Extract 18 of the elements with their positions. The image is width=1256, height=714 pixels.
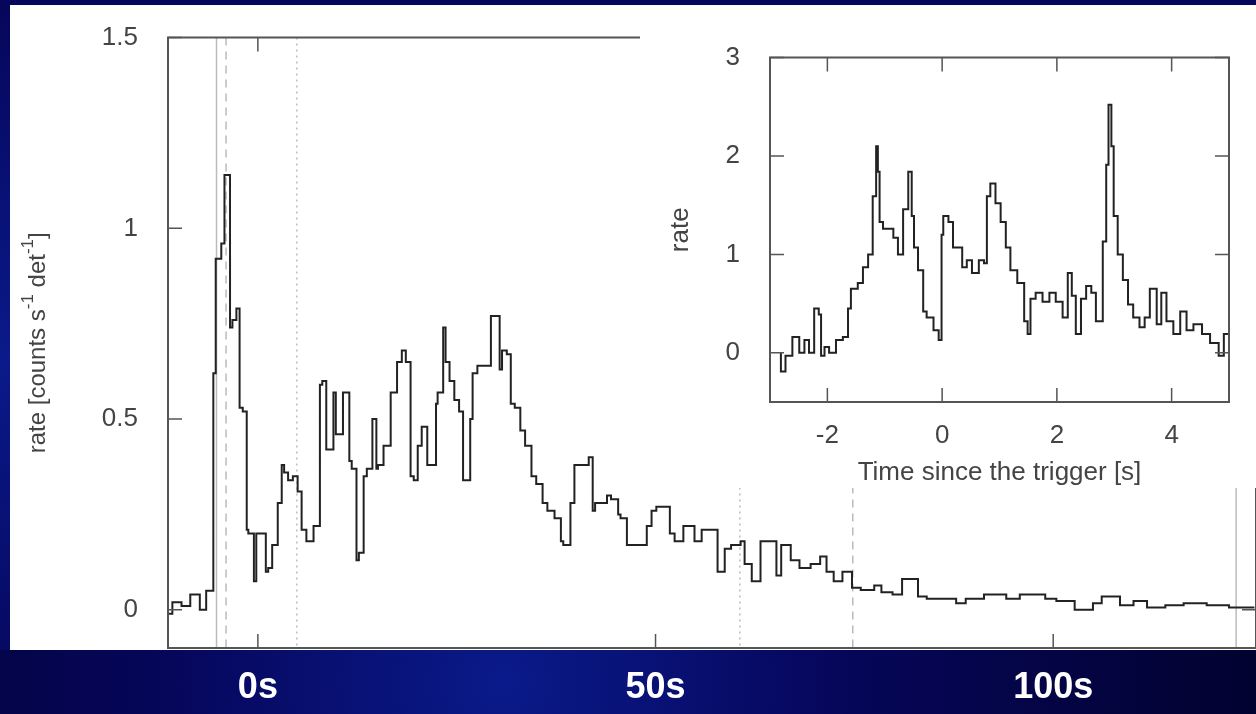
x-axis-title: Time since the trigger [s] <box>857 455 1142 486</box>
y-tick-label: 2 <box>725 139 740 170</box>
y-tick-label: 0.5 <box>101 402 138 433</box>
y-tick-label: 3 <box>725 40 740 71</box>
x-tick-label: 0 <box>934 418 950 449</box>
y-tick-label: 1 <box>725 237 740 268</box>
x-tick-label: 100s <box>1013 664 1094 706</box>
y-axis-title: rate [counts s-1 det-1] <box>18 232 50 454</box>
y-tick-label: 0 <box>725 335 740 366</box>
y-tick-label: 1.5 <box>101 20 138 51</box>
y-axis-title: rate <box>664 207 695 253</box>
x-tick-label: 0s <box>237 664 278 706</box>
x-tick-label: -2 <box>815 418 839 449</box>
y-tick-label: 1 <box>123 211 138 242</box>
x-tick-label: 50s <box>625 664 686 706</box>
y-tick-label: 0 <box>123 593 138 624</box>
x-tick-label: 2 <box>1049 418 1065 449</box>
x-tick-label: 4 <box>1164 418 1179 449</box>
